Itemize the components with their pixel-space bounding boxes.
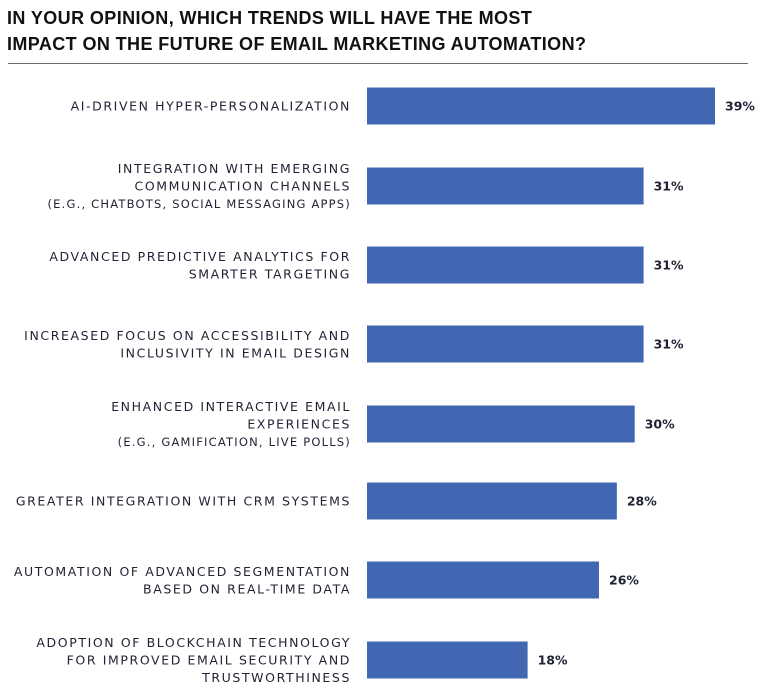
- value-label-1: 39%: [725, 99, 755, 114]
- category-label-7-line-2: BASED ON REAL-TIME DATA: [143, 581, 351, 596]
- bar-4: [367, 325, 644, 363]
- category-label-5-line-1: ENHANCED INTERACTIVE EMAIL: [111, 399, 351, 414]
- category-label-2-line-2: COMMUNICATION CHANNELS: [135, 179, 352, 194]
- category-label-2-line-1: INTEGRATION WITH EMERGING: [118, 161, 351, 176]
- category-label-8-line-2: FOR IMPROVED EMAIL SECURITY AND: [67, 653, 351, 668]
- category-label-7-line-1: AUTOMATION OF ADVANCED SEGMENTATION: [14, 564, 351, 579]
- category-label-4-line-1: INCREASED FOCUS ON ACCESSIBILITY AND: [24, 328, 351, 343]
- bar-3: [367, 246, 644, 284]
- bar-8: [367, 641, 528, 679]
- bar-1: [367, 87, 715, 125]
- title-divider: [8, 63, 748, 64]
- category-label-3-line-2: SMARTER TARGETING: [189, 266, 351, 281]
- category-label-3-line-1: ADVANCED PREDICTIVE ANALYTICS FOR: [49, 249, 351, 264]
- bar-6: [367, 482, 617, 520]
- category-label-8-line-1: ADOPTION OF BLOCKCHAIN TECHNOLOGY: [36, 635, 351, 650]
- bar-2: [367, 167, 644, 205]
- category-note-5: (E.G., GAMIFICATION, LIVE POLLS): [118, 435, 351, 449]
- value-label-3: 31%: [654, 258, 684, 273]
- value-label-6: 28%: [627, 494, 657, 509]
- bar-7: [367, 561, 599, 599]
- category-label-1-line-1: AI-DRIVEN HYPER-PERSONALIZATION: [71, 99, 351, 114]
- value-label-8: 18%: [538, 653, 568, 668]
- category-label-4-line-2: INCLUSIVITY IN EMAIL DESIGN: [120, 345, 351, 360]
- category-note-2: (E.G., CHATBOTS, SOCIAL MESSAGING APPS): [47, 197, 351, 211]
- category-label-5-line-2: EXPERIENCES: [247, 417, 351, 432]
- chart-title-line-1: IN YOUR OPINION, WHICH TRENDS WILL HAVE …: [7, 8, 533, 28]
- chart-title-line-2: IMPACT ON THE FUTURE OF EMAIL MARKETING …: [7, 34, 587, 54]
- chart-title: IN YOUR OPINION, WHICH TRENDS WILL HAVE …: [7, 5, 747, 57]
- value-label-4: 31%: [654, 337, 684, 352]
- value-label-7: 26%: [609, 573, 639, 588]
- category-label-6-line-1: GREATER INTEGRATION WITH CRM SYSTEMS: [16, 494, 351, 509]
- category-label-8-line-3: TRUSTWORTHINESS: [201, 670, 351, 685]
- value-label-2: 31%: [654, 179, 684, 194]
- value-label-5: 30%: [645, 417, 675, 432]
- bar-5: [367, 405, 635, 443]
